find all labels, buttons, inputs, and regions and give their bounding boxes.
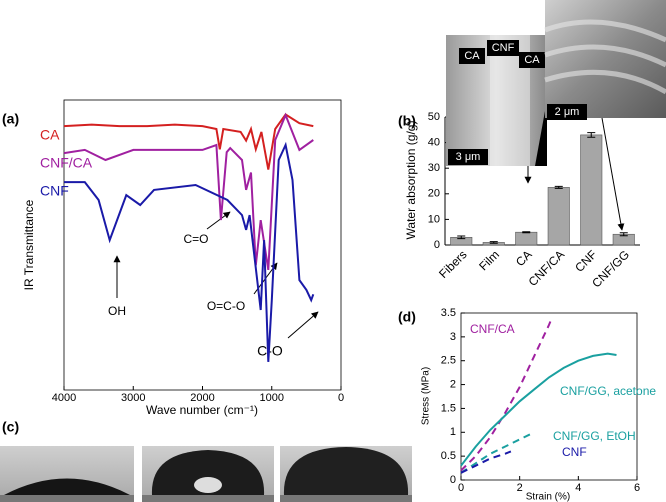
series-line (460, 450, 512, 474)
series-line (460, 431, 535, 474)
x-tick-label: 4000 (52, 392, 76, 404)
x-tick-label: CNF (572, 247, 599, 274)
y-tick-label: 0 (450, 474, 456, 486)
inset-label: CA (464, 50, 480, 62)
label-box (487, 40, 519, 56)
y-tick-label: 1 (450, 426, 456, 438)
droplet (283, 447, 409, 495)
series-label: CNF/GG, acetone (560, 384, 656, 398)
x-tick-label: 4 (575, 482, 581, 494)
error-bar (457, 235, 466, 240)
inset-label: CA (524, 54, 540, 66)
x-tick-label: 0 (338, 392, 344, 404)
y-tick-label: 10 (428, 213, 440, 225)
x-tick-label: Fibers (436, 247, 469, 280)
series-line (63, 112, 314, 271)
substrate (280, 495, 412, 502)
y-tick-label: 0.5 (441, 450, 456, 462)
panel-label: (a) (2, 111, 19, 127)
y-tick-label: 1.5 (441, 402, 456, 414)
sem-insets: CA CNF CA 3 μm 2 μm (446, 0, 666, 231)
error-bar (619, 232, 628, 237)
series-label: CNF/CA (40, 155, 93, 171)
y-tick-label: 2.5 (441, 355, 456, 367)
y-tick-label: 0 (434, 239, 440, 251)
error-bar (522, 231, 531, 234)
label-box (519, 52, 545, 68)
error-bar (489, 241, 498, 244)
bar (580, 134, 603, 246)
x-tick-label: 3000 (121, 392, 145, 404)
y-axis-label: Water absorption (g/g) (404, 121, 418, 240)
substrate (142, 495, 274, 502)
error-bar (554, 185, 563, 189)
bar (515, 231, 538, 246)
annotation: O=C-O (207, 299, 245, 313)
y-tick-label: 30 (428, 162, 440, 174)
annotation: C-O (257, 343, 283, 359)
x-axis-label: Wave number (cm⁻¹) (146, 403, 258, 417)
x-tick-label: Film (476, 247, 502, 273)
series-line (460, 352, 617, 467)
y-tick-label: 50 (428, 111, 440, 123)
panel-label: (b) (398, 113, 416, 129)
x-tick-label: CNF/CA (526, 247, 567, 288)
annotation: OH (108, 304, 126, 318)
series-line (64, 141, 315, 362)
y-axis-label: Stress (MPa) (421, 367, 432, 425)
arrow (206, 211, 231, 230)
droplet (151, 450, 265, 495)
x-tick-label: 1000 (260, 392, 284, 404)
arrow (287, 311, 319, 339)
droplet-images: (c) (0, 419, 412, 502)
y-tick-label: 3.5 (441, 307, 456, 319)
series-line (460, 317, 553, 472)
label-box (547, 104, 587, 120)
x-tick-label: 2000 (190, 392, 214, 404)
inset-label: 2 μm (555, 106, 580, 118)
y-tick-label: 20 (428, 188, 440, 200)
x-tick-label: 6 (634, 482, 640, 494)
x-tick-label: 2 (517, 482, 523, 494)
x-axis-label: Strain (%) (526, 492, 570, 502)
annotations: OH C=O O=C-O C-O (108, 211, 319, 359)
series-label: CNF (40, 183, 69, 199)
droplet (4, 478, 130, 495)
panel-label: (c) (2, 419, 19, 435)
label-box (448, 149, 488, 165)
plot-frame (460, 312, 638, 481)
inset-label: CNF (492, 42, 515, 54)
series-label: CNF/GG, EtOH (553, 429, 636, 443)
substrate (0, 495, 134, 502)
y-tick-label: 40 (428, 137, 440, 149)
y-axis-label: IR Transmittance (22, 199, 36, 290)
x-tick-label: CA (513, 247, 535, 269)
series-label: CNF/CA (470, 322, 515, 336)
sem-texture (535, 100, 547, 166)
arrow (601, 117, 625, 231)
label-box (459, 48, 485, 64)
sem-texture (544, 19, 666, 95)
series-label: CNF (562, 445, 587, 459)
x-tick-label: 0 (458, 482, 464, 494)
bar (547, 187, 570, 246)
series-line (63, 113, 314, 170)
annotation: C=O (183, 232, 208, 246)
reflection (194, 477, 222, 493)
y-tick-label: 3 (450, 331, 456, 343)
series-label: CA (40, 127, 60, 143)
error-bar (587, 132, 596, 138)
panel-label: (d) (398, 309, 416, 325)
y-tick-label: 2 (450, 378, 456, 390)
inset-label: 3 μm (456, 151, 481, 163)
